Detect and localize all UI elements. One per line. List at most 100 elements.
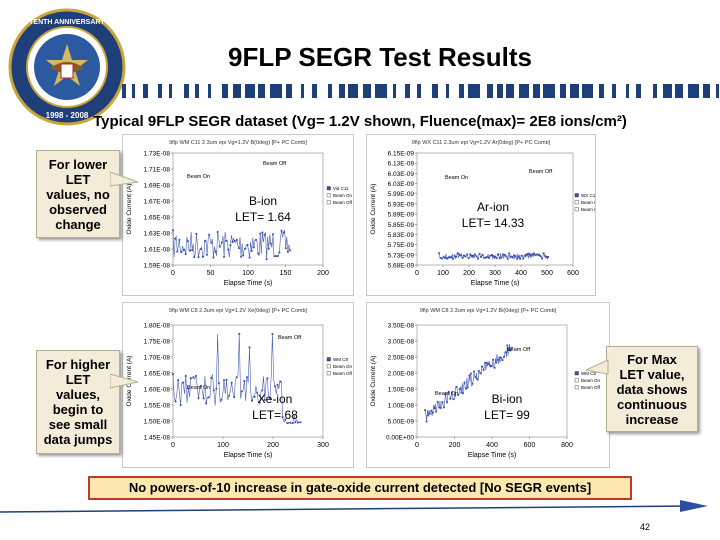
chart-title: 9flp WM C8 2.3um epi Vg=1.2V Bi(0deg) [P… [420, 308, 557, 314]
data-point [189, 377, 192, 380]
data-point [246, 376, 248, 379]
data-point [294, 421, 297, 424]
data-point [441, 401, 444, 403]
header-bar-segment [371, 84, 375, 98]
data-point [197, 397, 200, 400]
data-point [478, 252, 481, 255]
callout-line: values, no [46, 186, 110, 202]
data-point [517, 256, 520, 259]
data-point [447, 256, 450, 259]
x-tick-label: 400 [515, 270, 527, 277]
header-bar-segment [468, 84, 480, 98]
header-bar-segment [616, 84, 626, 98]
data-point [263, 399, 266, 401]
header-bar-segment [579, 84, 582, 98]
x-tick-label: 0 [415, 270, 419, 277]
header-bar-segment [540, 84, 543, 98]
data-point [216, 231, 219, 233]
header-bar-segment [255, 84, 258, 98]
y-tick-label: 1.80E-08 [144, 323, 171, 330]
data-point [500, 256, 503, 259]
header-bar-segment [258, 84, 265, 98]
data-point [492, 358, 494, 361]
data-point [505, 255, 507, 258]
data-point [215, 387, 218, 390]
data-point [514, 255, 517, 257]
data-point [527, 253, 529, 255]
beam-annotation: Beam On [187, 385, 210, 391]
data-point [456, 252, 459, 255]
data-point [269, 397, 271, 400]
header-bar-segment [626, 84, 629, 98]
data-point [509, 255, 512, 258]
data-point [500, 356, 502, 359]
data-point [178, 238, 181, 241]
data-point [266, 377, 269, 380]
data-point [477, 370, 480, 372]
header-bar-segment [514, 84, 519, 98]
data-point [221, 241, 223, 244]
data-point [192, 376, 195, 379]
data-point [508, 252, 511, 255]
header-bar-segment [143, 84, 148, 98]
header-bar-segment [199, 84, 208, 98]
data-point [461, 257, 464, 259]
header-bar-segment [629, 84, 636, 98]
data-point [180, 251, 183, 254]
data-point [489, 254, 492, 257]
y-axis-label: Oxide Current (A) [126, 184, 133, 235]
chart-title: 9flp WM C8 2.3um epi Vg=1.2V Xe(0deg) [P… [169, 308, 308, 314]
x-tick-label: 100 [217, 442, 229, 449]
data-point [476, 378, 479, 380]
header-bar-segment [432, 84, 438, 98]
y-tick-label: 1.50E-08 [388, 387, 415, 394]
anniversary-seal-logo: TENTH ANNIVERSARY 1998 - 2008 [8, 8, 126, 126]
header-bar-segment [672, 84, 675, 98]
data-point [474, 376, 477, 379]
callout-line: begin to [52, 402, 104, 417]
data-point [539, 255, 542, 258]
header-bar-segment [582, 84, 593, 98]
data-point [492, 255, 495, 257]
header-bar-segment [710, 84, 716, 98]
header-bar-segment [345, 84, 348, 98]
y-tick-label: 5.93E-09 [388, 201, 415, 208]
data-point [228, 394, 230, 397]
header-bar-segment [675, 84, 683, 98]
y-tick-label: 5.89E-09 [388, 212, 415, 219]
data-point [299, 421, 302, 424]
data-point [444, 393, 447, 396]
y-tick-label: 1.70E-08 [144, 355, 171, 362]
header-bar-segment [529, 84, 533, 98]
data-point [425, 420, 428, 423]
plot-area [416, 324, 568, 438]
callout-line: values, [55, 387, 101, 402]
data-point [477, 257, 479, 260]
header-bar-segment [410, 84, 417, 98]
header-bar-segment [228, 84, 233, 98]
header-bar-segment [122, 84, 126, 98]
data-point [458, 253, 461, 256]
x-tick-label: 200 [267, 442, 279, 449]
x-tick-label: 200 [317, 270, 329, 277]
header-bar-segment [189, 84, 195, 98]
callout-line: LET [65, 372, 91, 387]
header-bar-segment [393, 84, 396, 98]
x-tick-label: 300 [489, 270, 501, 277]
header-bar-segment [328, 84, 332, 98]
data-point [225, 378, 228, 381]
x-tick-label: 600 [567, 270, 579, 277]
dataset-subtitle: Typical 9FLP SEGR dataset (Vg= 1.2V show… [93, 113, 627, 130]
data-point [453, 254, 456, 257]
beam-annotation: Beam Off [529, 169, 553, 175]
header-bar-segment [135, 84, 143, 98]
header-bar-segment [211, 84, 222, 98]
legend-marker [574, 193, 579, 198]
header-bar-segment [375, 84, 387, 98]
data-point [182, 381, 185, 384]
data-point [530, 253, 532, 256]
callout-line: continuous [616, 396, 688, 412]
data-point [486, 256, 489, 259]
ion-label: Ar-ion [477, 200, 509, 214]
data-point [191, 249, 194, 252]
